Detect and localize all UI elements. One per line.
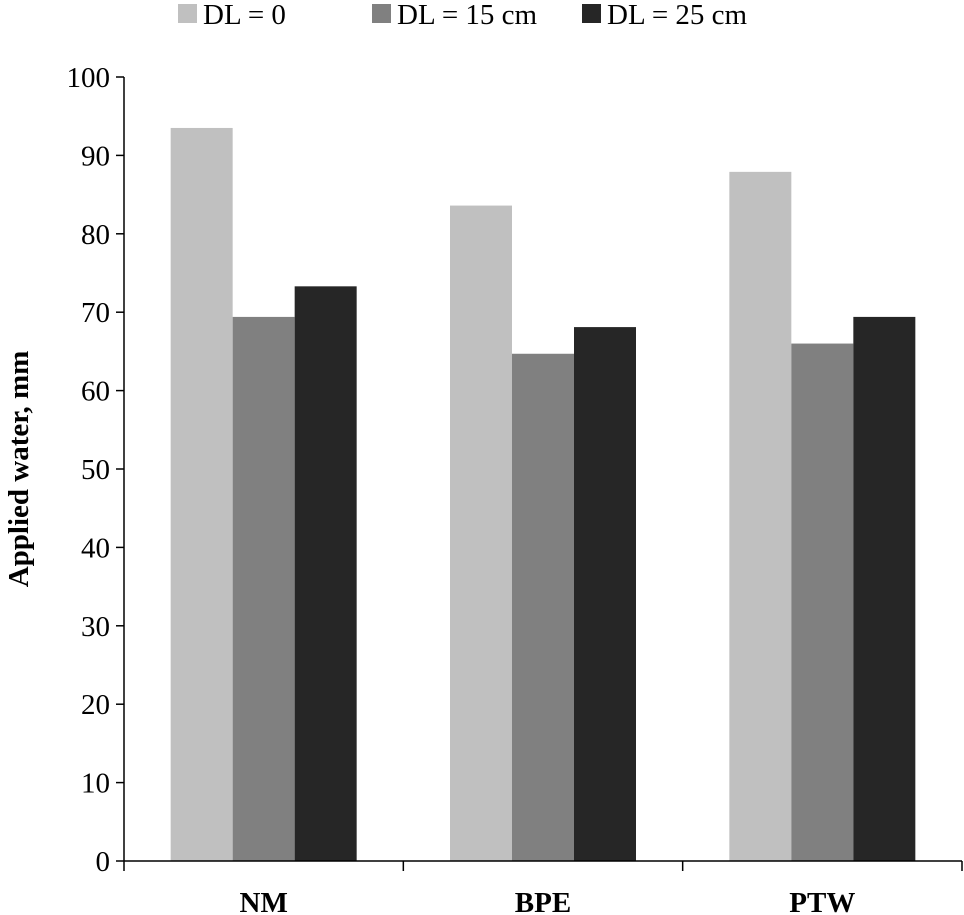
legend-label: DL = 25 cm bbox=[607, 0, 748, 31]
legend-label: DL = 15 cm bbox=[397, 0, 538, 31]
y-tick-label: 10 bbox=[81, 768, 110, 800]
bar-nm-series-1 bbox=[170, 127, 233, 861]
bar-ptw-series-2 bbox=[791, 343, 854, 861]
y-tick-label: 0 bbox=[96, 846, 111, 878]
x-category-label: BPE bbox=[515, 887, 571, 915]
x-category-label: NM bbox=[240, 887, 288, 915]
bar-nm-series-2 bbox=[232, 316, 295, 861]
y-tick-label: 50 bbox=[81, 454, 110, 486]
y-tick-label: 70 bbox=[81, 297, 110, 329]
bar-bpe-series-3 bbox=[574, 327, 636, 861]
y-tick-label: 40 bbox=[81, 532, 110, 564]
y-axis: 0 10 20 30 40 50 60 70 80 90 100 bbox=[67, 62, 125, 878]
legend-label: DL = 0 bbox=[203, 0, 286, 31]
legend: DL = 0 DL = 15 cm DL = 25 cm bbox=[178, 0, 748, 31]
y-tick-label: 20 bbox=[81, 689, 110, 721]
y-tick-label: 100 bbox=[67, 62, 111, 94]
y-tick-label: 80 bbox=[81, 219, 110, 251]
y-axis-title: Applied water, mm bbox=[3, 351, 35, 588]
bars bbox=[170, 127, 916, 862]
y-tick-label: 60 bbox=[81, 376, 110, 408]
legend-swatch bbox=[372, 4, 391, 23]
x-axis: NM BPE PTW bbox=[123, 860, 963, 915]
y-tick-label: 90 bbox=[81, 140, 110, 172]
x-category-label: PTW bbox=[789, 887, 855, 915]
y-tick-label: 30 bbox=[81, 611, 110, 643]
bar-bpe-series-1 bbox=[450, 205, 512, 862]
bar-ptw-series-1 bbox=[729, 171, 792, 861]
legend-swatch bbox=[582, 4, 601, 23]
bar-ptw-series-3 bbox=[853, 316, 916, 861]
legend-swatch bbox=[178, 4, 197, 23]
bar-bpe-series-2 bbox=[512, 353, 574, 861]
bar-nm-series-3 bbox=[294, 286, 357, 861]
